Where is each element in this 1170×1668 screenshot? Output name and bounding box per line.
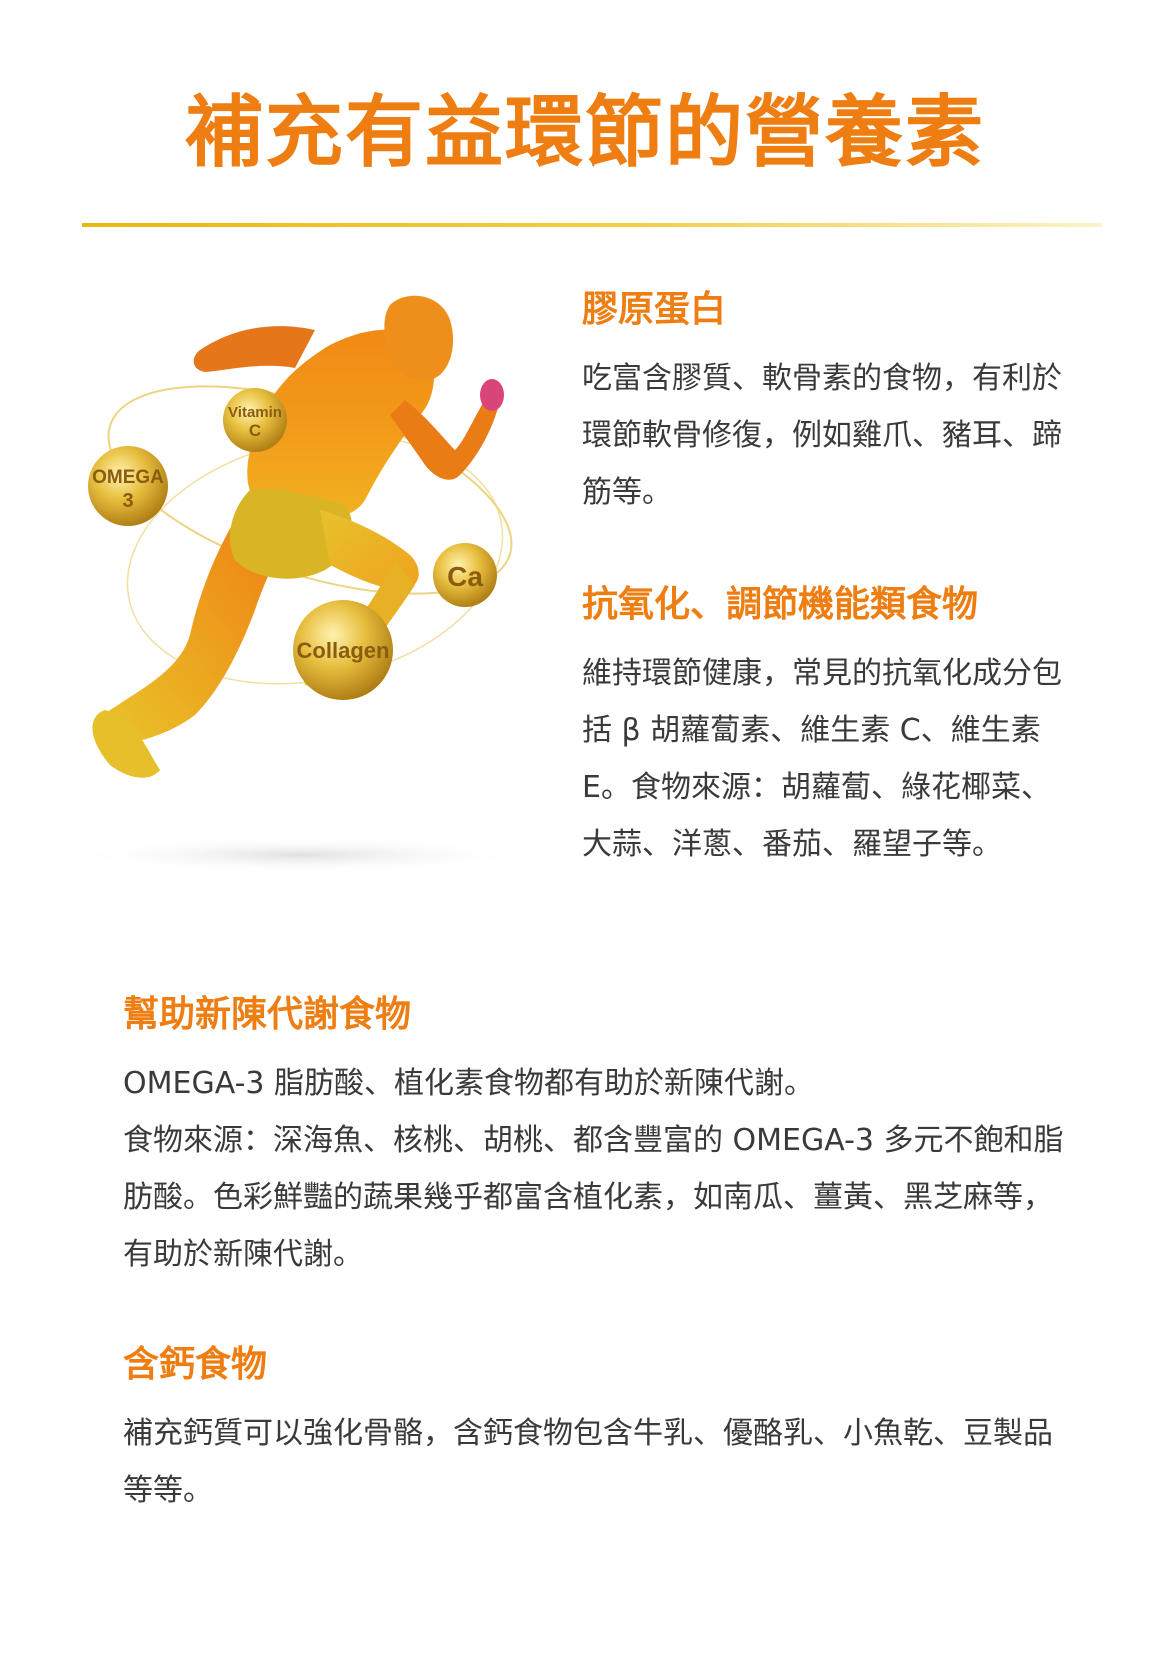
section-metabolism-body-line2: 食物來源：深海魚、核桃、胡桃、都含豐富的 OMEGA-3 多元不飽和脂肪酸。色彩… (123, 1123, 1064, 1272)
section-metabolism: 幫助新陳代謝食物 OMEGA-3 脂肪酸、植化素食物都有助於新陳代謝。 食物來源… (123, 985, 1068, 1283)
collagen-bubble: Collagen (293, 600, 393, 700)
omega3-bubble: OMEGA 3 (88, 446, 168, 526)
ca-bubble: Ca (433, 543, 497, 607)
section-collagen-body: 吃富含膠質、軟骨素的食物，有利於環節軟骨修復，例如雞爪、豬耳、蹄筋等。 (582, 361, 1062, 510)
section-antioxidant-body: 維持環節健康，常見的抗氧化成分包括 β 胡蘿蔔素、維生素 C、維生素 E。食物來… (582, 656, 1062, 862)
page-title: 補充有益環節的營養素 (184, 88, 985, 178)
vitamin-c-bubble: Vitamin C (223, 388, 287, 452)
section-calcium-body: 補充鈣質可以強化骨骼，含鈣食物包含牛乳、優酪乳、小魚乾、豆製品等等。 (123, 1416, 1053, 1508)
runner-illustration: Vitamin C OMEGA 3 Ca Collagen (80, 295, 530, 873)
omega3-bubble-line2: 3 (122, 490, 133, 512)
vitamin-c-bubble-line1: Vitamin (228, 404, 282, 421)
omega3-bubble-line1: OMEGA (92, 467, 164, 488)
section-calcium-title: 含鈣食物 (123, 1344, 268, 1385)
section-collagen-title: 膠原蛋白 (582, 289, 727, 330)
section-metabolism-title: 幫助新陳代謝食物 (123, 994, 412, 1035)
collagen-bubble-label: Collagen (297, 638, 390, 663)
section-collagen: 膠原蛋白 吃富含膠質、軟骨素的食物，有利於環節軟骨修復，例如雞爪、豬耳、蹄筋等。 (582, 280, 1062, 521)
section-antioxidant: 抗氧化、調節機能類食物 維持環節健康，常見的抗氧化成分包括 β 胡蘿蔔素、維生素… (582, 575, 1062, 873)
section-metabolism-body: OMEGA-3 脂肪酸、植化素食物都有助於新陳代謝。 食物來源：深海魚、核桃、胡… (123, 1055, 1068, 1283)
ca-bubble-label: Ca (447, 561, 483, 592)
section-calcium: 含鈣食物 補充鈣質可以強化骨骼，含鈣食物包含牛乳、優酪乳、小魚乾、豆製品等等。 (123, 1335, 1068, 1519)
section-metabolism-body-line1: OMEGA-3 脂肪酸、植化素食物都有助於新陳代謝。 (123, 1066, 815, 1101)
vitamin-c-bubble-line2: C (249, 421, 261, 440)
section-antioxidant-title: 抗氧化、調節機能類食物 (582, 584, 979, 625)
title-divider (82, 223, 1102, 227)
